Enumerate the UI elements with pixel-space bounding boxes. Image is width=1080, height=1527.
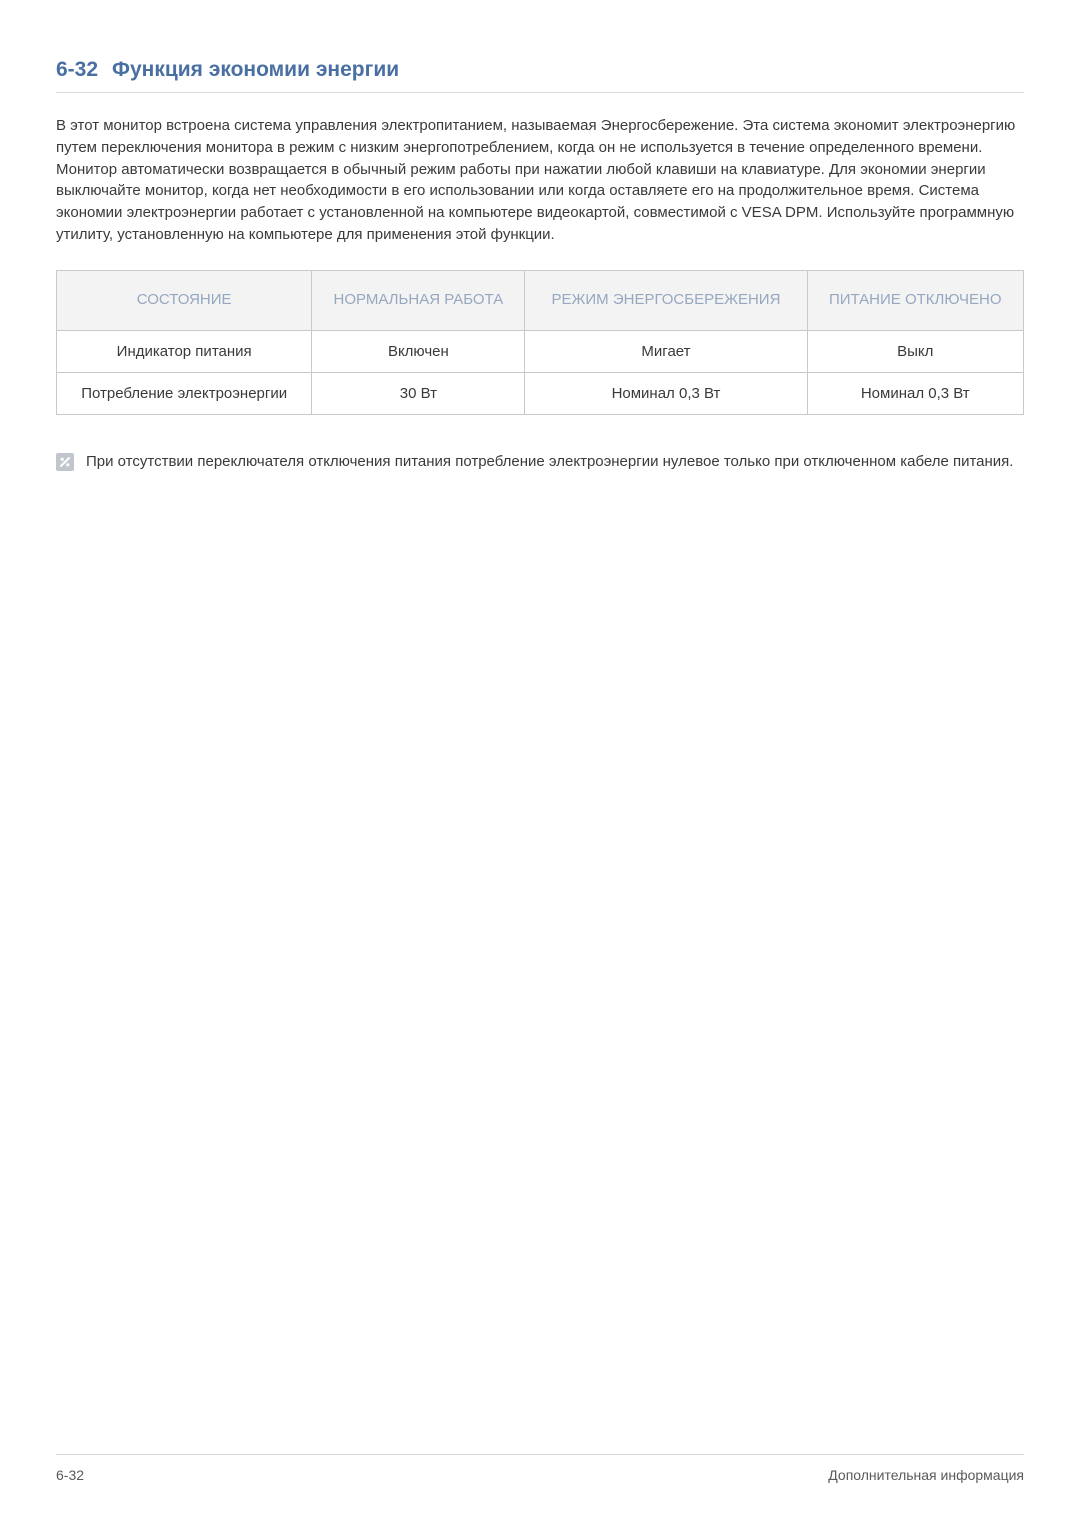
table-cell: Мигает (525, 330, 807, 372)
section-number: 6-32 (56, 58, 98, 81)
section-title: Функция экономии энергии (112, 58, 399, 81)
power-table: СОСТОЯНИЕ НОРМАЛЬНАЯ РАБОТА РЕЖИМ ЭНЕРГО… (56, 270, 1024, 415)
table-cell: Номинал 0,3 Вт (807, 372, 1023, 414)
table-cell: Номинал 0,3 Вт (525, 372, 807, 414)
table-row: Индикатор питания Включен Мигает Выкл (57, 330, 1024, 372)
note-text: При отсутствии переключателя отключения … (86, 451, 1013, 473)
table-cell: 30 Вт (312, 372, 525, 414)
table-header-cell: НОРМАЛЬНАЯ РАБОТА (312, 270, 525, 330)
note-icon (56, 453, 74, 471)
table-header-cell: ПИТАНИЕ ОТКЛЮЧЕНО (807, 270, 1023, 330)
section-heading: 6-32 Функция экономии энергии (56, 58, 1024, 93)
footer-page-number: 6-32 (56, 1467, 84, 1483)
table-cell: Выкл (807, 330, 1023, 372)
table-cell: Потребление электроэнергии (57, 372, 312, 414)
page-footer: 6-32 Дополнительная информация (56, 1454, 1024, 1483)
table-row: Потребление электроэнергии 30 Вт Номинал… (57, 372, 1024, 414)
table-header-cell: РЕЖИМ ЭНЕРГОСБЕРЕЖЕНИЯ (525, 270, 807, 330)
intro-paragraph: В этот монитор встроена система управлен… (56, 115, 1024, 246)
table-header-cell: СОСТОЯНИЕ (57, 270, 312, 330)
table-header-row: СОСТОЯНИЕ НОРМАЛЬНАЯ РАБОТА РЕЖИМ ЭНЕРГО… (57, 270, 1024, 330)
table-cell: Индикатор питания (57, 330, 312, 372)
table-cell: Включен (312, 330, 525, 372)
footer-section-label: Дополнительная информация (828, 1467, 1024, 1483)
note-block: При отсутствии переключателя отключения … (56, 451, 1024, 473)
